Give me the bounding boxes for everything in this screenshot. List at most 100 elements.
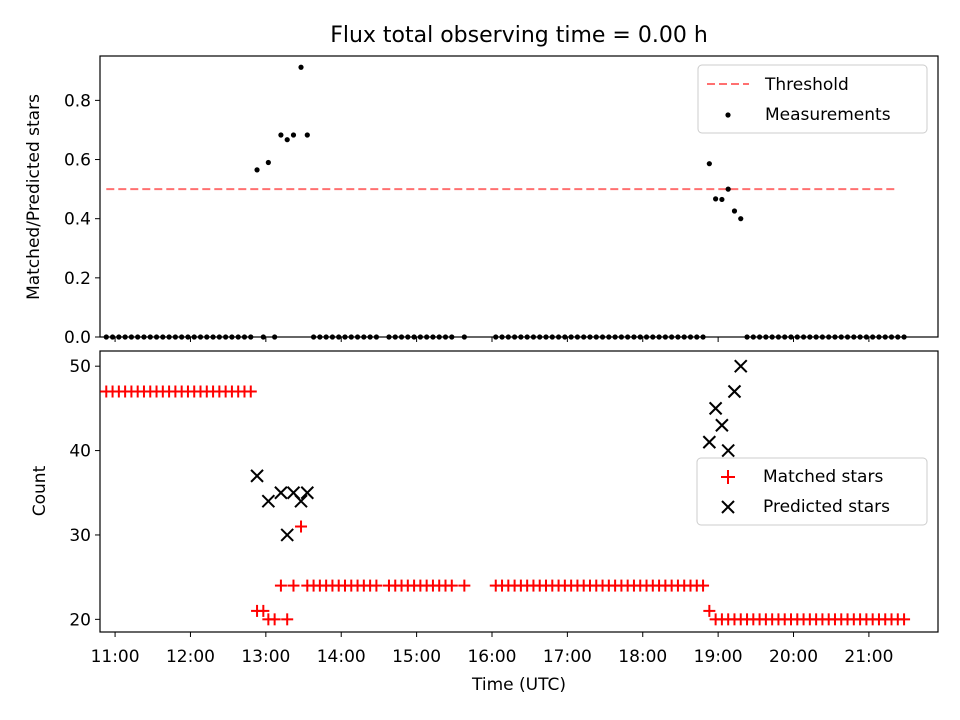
measurement-point [430, 334, 436, 340]
count-legend-predicted-label: Predicted stars [763, 497, 890, 517]
measurement-point [179, 334, 185, 340]
x-tick-label: 11:00 [91, 647, 140, 667]
measurement-point [367, 334, 373, 340]
measurement-point [819, 334, 826, 340]
measurement-point [618, 334, 624, 340]
measurement-point [763, 334, 769, 340]
measurement-point [241, 334, 248, 340]
measurement-point [398, 334, 405, 340]
ratio-y-tick-label: 0.0 [64, 328, 91, 348]
matched-stars-point [445, 579, 458, 592]
measurement-point [731, 208, 738, 214]
measurement-point [800, 334, 807, 340]
measurement-point [411, 334, 417, 340]
measurement-point [876, 334, 882, 340]
predicted-stars-point [280, 528, 294, 542]
measurement-point [782, 334, 788, 340]
count-legend: Matched stars Predicted stars [696, 457, 928, 526]
measurement-point [851, 334, 857, 340]
measurement-point [549, 334, 555, 340]
measurement-point [512, 334, 518, 340]
measurement-point [216, 334, 222, 340]
measurement-point [844, 334, 851, 340]
measurement-point [361, 334, 367, 340]
measurement-point [631, 334, 637, 340]
count-legend-matched-label: Matched stars [763, 467, 883, 487]
measurement-point [813, 334, 819, 340]
measurement-point [524, 334, 530, 340]
measurement-point [373, 334, 380, 340]
measurement-point [191, 334, 197, 340]
measurement-point [888, 334, 895, 340]
measurement-point [348, 334, 354, 340]
measurement-point [197, 334, 204, 340]
count-panel-y-label: Count [30, 465, 50, 516]
measurement-point [449, 334, 455, 340]
predicted-stars-point [274, 486, 288, 500]
measurement-point [581, 334, 587, 340]
predicted-stars-point [715, 418, 729, 432]
count-legend-predicted-swatch [721, 500, 735, 514]
measurement-point [775, 334, 782, 340]
measurement-point [265, 159, 271, 166]
predicted-stars-point [727, 384, 742, 399]
chart-title: Flux total observing time = 0.00 h [330, 23, 708, 48]
measurement-point [141, 334, 147, 340]
measurement-point [826, 334, 832, 340]
measurement-point [901, 334, 907, 340]
measurement-point [587, 334, 593, 340]
count-y-tick-label: 30 [69, 526, 91, 546]
count-marks: 11:00 12:00 13:00 14:00 15:00 16:00 17:00 18:00… [69, 357, 911, 667]
measurement-point [750, 334, 756, 340]
measurement-point [738, 216, 744, 222]
measurement-point [386, 334, 392, 340]
measurement-point [650, 334, 656, 340]
measurement-point [424, 334, 430, 340]
measurement-point [700, 334, 706, 340]
measurement-point [323, 334, 329, 340]
measurement-point [166, 334, 172, 340]
measurement-point [147, 334, 153, 340]
measurement-point [461, 334, 467, 340]
measurement-point [235, 334, 241, 340]
measurement-point [109, 334, 116, 340]
measurement-point [405, 334, 411, 340]
measurement-point [788, 334, 794, 340]
count-y-tick-label: 40 [69, 442, 91, 462]
measurement-point [272, 334, 278, 340]
measurement-point [832, 334, 838, 340]
measurement-point [643, 334, 650, 340]
matched-stars-point [898, 613, 911, 626]
measurement-point [530, 334, 537, 340]
ratio-y-tick-label: 0.4 [64, 210, 91, 230]
measurement-point [574, 334, 581, 340]
measurement-point [606, 334, 612, 340]
measurement-point [342, 334, 348, 340]
ratio-y-tick-label: 0.8 [64, 91, 91, 111]
predicted-stars-point [721, 443, 735, 458]
measurement-point [248, 334, 254, 340]
measurement-point [329, 334, 336, 340]
count-legend-matched-swatch [721, 470, 735, 484]
ratio-legend-measurements-swatch [725, 112, 731, 118]
x-tick-label: 13:00 [241, 647, 290, 667]
measurement-point [675, 334, 681, 340]
measurement-point [863, 334, 869, 340]
measurement-point [555, 334, 562, 340]
measurement-point [499, 334, 505, 340]
matched-stars-point [257, 604, 270, 617]
matched-stars-point [268, 613, 281, 626]
measurement-point [882, 334, 888, 340]
count-panel: Count Time (UTC) [30, 350, 939, 695]
matched-stars-point [274, 579, 287, 592]
ratio-legend-box [697, 64, 928, 134]
ratio-legend-measurements-label: Measurements [765, 105, 891, 125]
measurement-point [637, 334, 643, 340]
measurement-point [290, 132, 297, 138]
x-tick-label: 20:00 [769, 647, 818, 667]
x-tick-label: 16:00 [467, 647, 516, 667]
measurement-point [223, 334, 229, 340]
matched-stars-point [458, 579, 471, 592]
x-tick-label: 17:00 [543, 647, 592, 667]
ratio-panel-y-label: Matched/Predicted stars [24, 94, 44, 300]
